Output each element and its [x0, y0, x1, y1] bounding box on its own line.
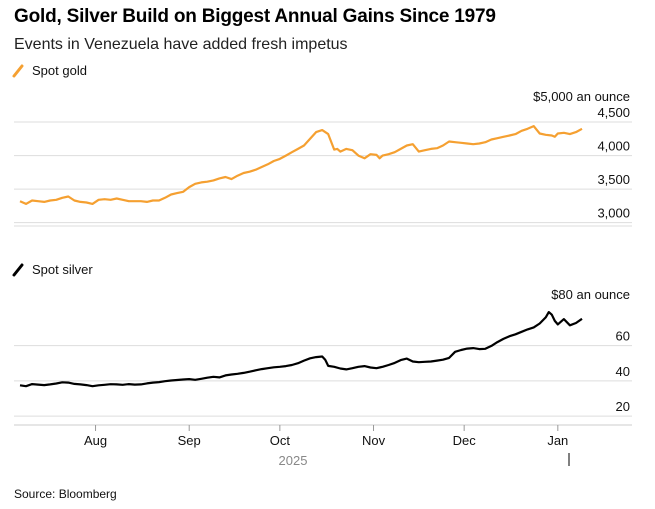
chart-subtitle: Events in Venezuela have added fresh imp…: [14, 36, 348, 53]
source-note: Source: Bloomberg: [14, 487, 117, 501]
x-axis-year-label: 2025: [279, 453, 308, 468]
x-tick-label: Aug: [84, 433, 107, 448]
gold-gridlines: [14, 121, 632, 227]
x-tick-label: Sep: [178, 433, 201, 448]
silver-y-tick-label: 40: [616, 364, 630, 379]
gold-y-tick-label: 3,500: [597, 172, 630, 187]
gold-legend-label: Spot gold: [32, 63, 87, 78]
gold-series-line: [19, 125, 583, 205]
silver-y-tick-label: 20: [616, 399, 630, 414]
x-tick-label: Nov: [362, 433, 386, 448]
x-tick-label: Dec: [453, 433, 477, 448]
x-axis-ticks: Aug Sep Oct Nov Dec Jan: [84, 425, 568, 448]
gold-y-tick-label: 4,500: [597, 105, 630, 120]
x-tick-label: Jan: [547, 433, 568, 448]
chart-title: Gold, Silver Build on Biggest Annual Gai…: [14, 6, 496, 27]
x-tick-label: Oct: [270, 433, 291, 448]
gold-unit-label: $5,000 an ounce: [533, 89, 630, 104]
silver-legend-swatch: [12, 263, 24, 277]
gold-y-ticks: 3,000 3,500 4,000 4,500: [597, 105, 630, 221]
silver-series-line: [19, 311, 583, 388]
silver-gridlines: [14, 345, 632, 417]
gold-y-tick-label: 3,000: [597, 206, 630, 221]
silver-unit-label: $80 an ounce: [551, 287, 630, 302]
gold-legend-swatch: [12, 64, 24, 78]
silver-y-tick-label: 60: [616, 329, 630, 344]
gold-y-tick-label: 4,000: [597, 139, 630, 154]
silver-y-ticks: 20 40 60: [616, 329, 630, 415]
silver-legend-label: Spot silver: [32, 262, 93, 277]
